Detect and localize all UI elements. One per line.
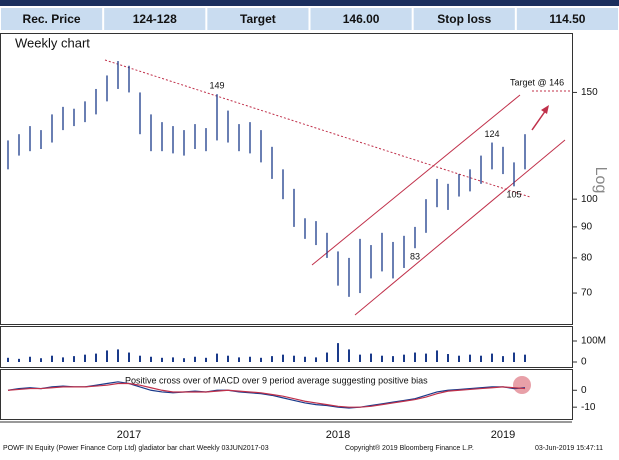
volume-bar xyxy=(337,343,339,362)
volume-bar xyxy=(216,353,218,362)
volume-bar xyxy=(392,356,394,362)
y-tick-label: 70 xyxy=(581,288,593,299)
volume-bar xyxy=(40,358,42,362)
header-cell xyxy=(413,8,515,30)
y-tick-label: 0 xyxy=(581,385,587,396)
footer-left: POWF IN Equity (Power Finance Corp Ltd) … xyxy=(3,445,269,452)
y-tick-label: 80 xyxy=(581,253,593,264)
x-tick-label: 2018 xyxy=(326,429,350,441)
data-label: 83 xyxy=(410,252,420,262)
volume-bar xyxy=(194,356,196,362)
header-text: 146.00 xyxy=(343,12,380,26)
volume-bar xyxy=(183,358,185,362)
arrow-head xyxy=(541,105,549,114)
volume-bar xyxy=(172,357,174,362)
volume-bar xyxy=(117,349,119,362)
channel-lower xyxy=(354,139,566,316)
volume-bar xyxy=(381,355,383,362)
volume-bar xyxy=(29,356,31,362)
volume-bar xyxy=(73,356,75,362)
volume-bar xyxy=(18,358,20,362)
volume-bar xyxy=(502,356,504,362)
volume-bar xyxy=(425,353,427,362)
volume-bar xyxy=(414,352,416,362)
volume-bar xyxy=(161,357,163,362)
volume-bar xyxy=(51,355,53,362)
highlight xyxy=(513,376,531,394)
y-tick-label: 0 xyxy=(581,357,587,368)
header-text: 114.50 xyxy=(549,12,585,26)
header-cell xyxy=(104,8,206,30)
volume-bar xyxy=(524,354,526,362)
volume-bar xyxy=(150,356,152,362)
footer-right: 03-Jun-2019 15:47:11 xyxy=(535,445,603,452)
volume-bar xyxy=(7,357,9,362)
volume-bar xyxy=(62,357,64,362)
header-text: Target xyxy=(240,12,276,26)
volume-frame xyxy=(0,326,573,368)
x-tick-label: 2019 xyxy=(491,429,515,441)
volume-bar xyxy=(249,356,251,362)
volume-bar xyxy=(348,349,350,362)
volume-bar xyxy=(95,353,97,362)
footer-center: Copyright® 2019 Bloomberg Finance L.P. xyxy=(345,444,474,452)
volume-bar xyxy=(436,350,438,362)
volume-bar xyxy=(469,354,471,362)
volume-bar xyxy=(271,356,273,362)
header-cell xyxy=(1,8,103,30)
volume-bar xyxy=(491,353,493,362)
data-label: 149 xyxy=(209,81,224,91)
volume-bar xyxy=(447,354,449,362)
volume-bar xyxy=(260,357,262,362)
top-bar xyxy=(0,0,619,6)
channel-upper xyxy=(311,94,521,266)
data-label: 124 xyxy=(484,129,499,139)
volume-bar xyxy=(304,356,306,362)
volume-bar xyxy=(480,355,482,362)
volume-bar xyxy=(403,354,405,362)
header-text: Stop loss xyxy=(437,12,491,26)
macd-line xyxy=(7,381,526,409)
volume-bar xyxy=(315,357,317,362)
volume-bar xyxy=(106,350,108,362)
header-text: Rec. Price xyxy=(23,12,81,26)
volume-bar xyxy=(293,355,295,362)
y-tick-label: 150 xyxy=(581,87,598,98)
header-cell xyxy=(207,8,309,30)
y-axis-label: Log xyxy=(592,167,609,194)
volume-bar xyxy=(139,355,141,362)
volume-bar xyxy=(238,357,240,362)
volume-bar xyxy=(326,352,328,362)
chart-title: Weekly chart xyxy=(15,35,90,50)
y-tick-label: 90 xyxy=(581,222,593,233)
macd-frame xyxy=(0,369,573,420)
volume-bar xyxy=(458,355,460,362)
annotation: Target @ 146 xyxy=(510,77,564,87)
header-cell xyxy=(310,8,412,30)
y-tick-label: 100 xyxy=(581,194,598,205)
price-frame xyxy=(0,33,573,325)
header-text: 124-128 xyxy=(133,12,177,26)
volume-bar xyxy=(513,352,515,362)
header-cell xyxy=(516,8,618,30)
volume-bar xyxy=(128,352,130,362)
volume-bar xyxy=(370,353,372,362)
annotation: Positive cross over of MACD over 9 perio… xyxy=(125,375,428,385)
y-tick-label: -10 xyxy=(581,402,596,413)
trend-line xyxy=(104,59,531,198)
volume-bar xyxy=(227,355,229,362)
macd-line xyxy=(7,382,526,408)
y-tick-label: 100M xyxy=(581,336,606,347)
volume-bar xyxy=(84,354,86,362)
volume-bar xyxy=(205,357,207,362)
volume-bar xyxy=(282,354,284,362)
x-tick-label: 2017 xyxy=(117,429,141,441)
data-label: 105 xyxy=(506,190,521,200)
volume-bar xyxy=(359,354,361,362)
arrow xyxy=(531,109,547,131)
